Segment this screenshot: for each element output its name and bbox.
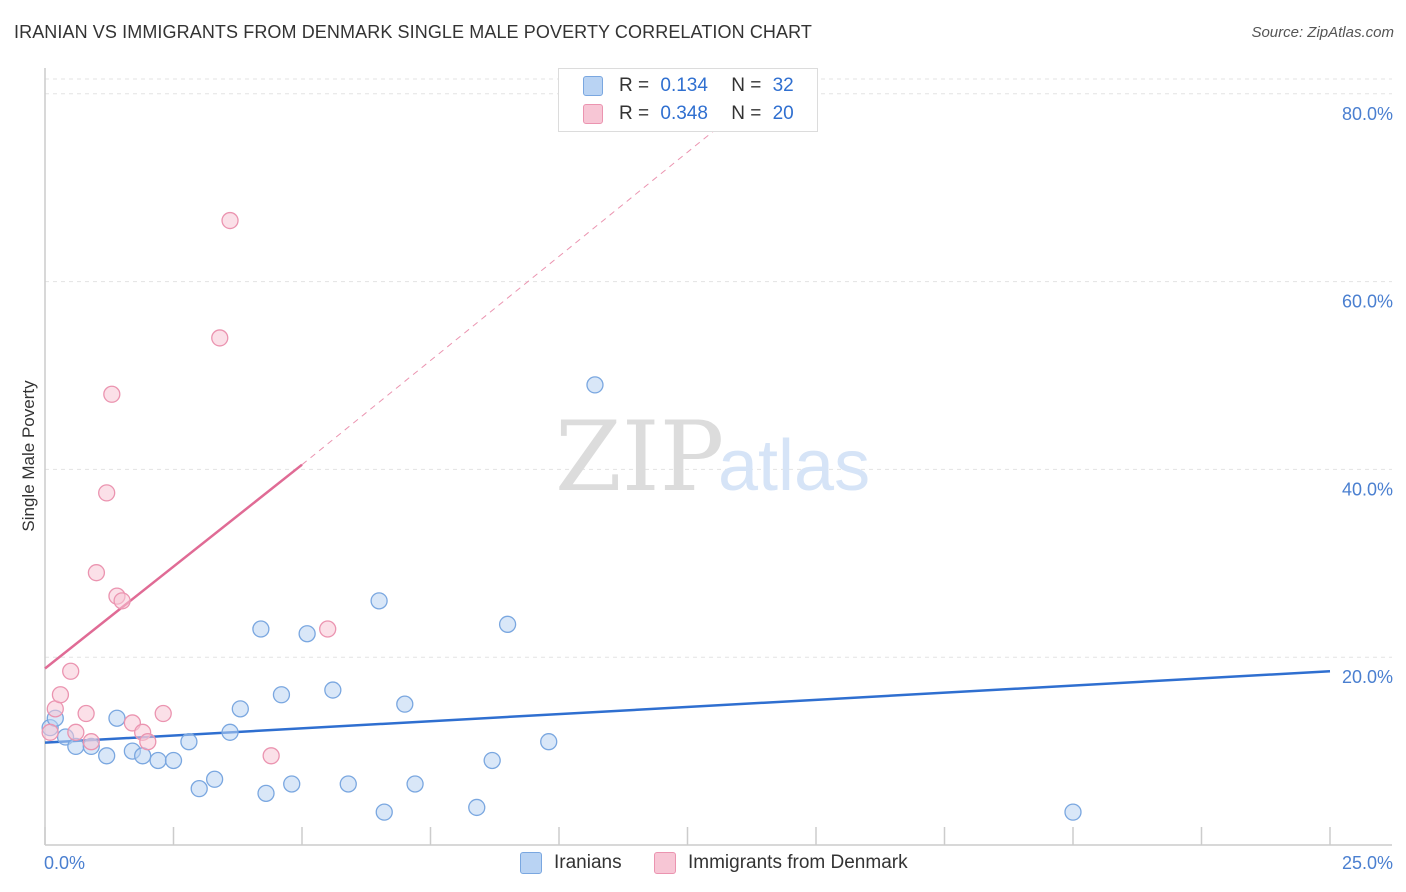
data-point-denmark (77, 704, 95, 723)
data-point-denmark (51, 686, 70, 704)
legend-stats: R = 0.134 N = 32 R = 0.348 N = 20 (558, 68, 818, 132)
data-point-denmark (319, 620, 337, 638)
watermark-atlas: atlas (718, 426, 870, 506)
legend-r-value: 0.134 (660, 75, 708, 96)
data-point-iranians (375, 803, 393, 821)
trend-line-iranians (44, 670, 1331, 744)
data-point-iranians (483, 751, 501, 770)
data-point-iranians (252, 620, 270, 638)
legend-swatch-denmark (583, 104, 603, 124)
legend-r-label: R = (619, 75, 650, 96)
data-point-iranians (98, 747, 116, 765)
y-tick-label: 40.0% (1342, 479, 1393, 499)
data-point-iranians (298, 625, 316, 643)
x-tick-label: 25.0% (1342, 853, 1393, 873)
data-point-denmark (62, 662, 80, 680)
data-point-iranians (396, 695, 414, 713)
trend-lines (44, 130, 1331, 744)
data-point-iranians (406, 775, 424, 793)
data-point-denmark (139, 733, 157, 751)
data-point-iranians (498, 615, 517, 633)
legend-item-iranians: Iranians (520, 852, 622, 874)
data-point-denmark (103, 385, 121, 403)
legend-n-value: 32 (772, 75, 794, 96)
data-points (41, 211, 1082, 821)
y-tick-label: 80.0% (1342, 104, 1393, 124)
data-point-iranians (164, 751, 183, 770)
legend-r-value: 0.348 (660, 103, 708, 124)
y-axis-label: Single Male Poverty (19, 380, 38, 532)
watermark: ZIP atlas (555, 401, 870, 513)
data-point-denmark (98, 484, 116, 502)
data-point-denmark (41, 723, 59, 741)
data-point-iranians (1064, 803, 1082, 821)
legend-n-label: N = (731, 75, 762, 96)
y-tick-label: 20.0% (1342, 667, 1393, 687)
data-point-iranians (586, 376, 604, 394)
data-point-iranians (540, 733, 558, 751)
trend-extension-denmark (301, 130, 714, 466)
data-point-iranians (205, 770, 224, 788)
legend-n-label: N = (731, 103, 762, 124)
legend-label-iranians: Iranians (554, 852, 622, 873)
legend-swatch-iranians (583, 76, 603, 96)
data-point-denmark (87, 564, 106, 582)
legend-r-label: R = (619, 103, 650, 124)
legend-item-denmark: Immigrants from Denmark (654, 852, 908, 874)
data-point-denmark (67, 723, 85, 741)
legend-n-value: 20 (772, 103, 794, 124)
data-point-iranians (272, 686, 291, 704)
grid-lines (45, 78, 1392, 658)
data-point-iranians (108, 709, 126, 727)
y-tick-label: 60.0% (1342, 292, 1393, 312)
watermark-zip: ZIP (555, 401, 724, 513)
x-tick-label: 0.0% (44, 853, 85, 873)
chart-title: IRANIAN VS IMMIGRANTS FROM DENMARK SINGL… (14, 22, 812, 42)
data-point-iranians (180, 733, 198, 751)
trend-line-denmark (44, 463, 303, 670)
data-point-denmark (211, 329, 229, 347)
data-point-denmark (262, 747, 280, 765)
data-point-denmark (82, 733, 100, 751)
data-point-iranians (221, 723, 239, 741)
data-point-iranians (257, 784, 275, 803)
legend-series: Iranians Immigrants from Denmark (0, 850, 1406, 880)
data-point-iranians (324, 681, 342, 699)
data-point-denmark (113, 592, 131, 610)
data-point-iranians (339, 775, 357, 793)
source-label: Source: ZipAtlas.com (1251, 24, 1394, 41)
data-point-iranians (149, 751, 167, 770)
axes (44, 68, 1392, 846)
legend-swatch-denmark (654, 852, 676, 874)
data-point-denmark (154, 704, 172, 723)
legend-label-denmark: Immigrants from Denmark (688, 852, 908, 873)
tick-labels: 20.0% 40.0% 60.0% 80.0% 0.0% 25.0% (44, 104, 1393, 873)
data-point-iranians (468, 798, 486, 817)
data-point-denmark (221, 211, 239, 230)
data-point-iranians (370, 592, 388, 610)
data-point-iranians (190, 780, 208, 798)
data-point-iranians (231, 700, 249, 718)
legend-swatch-iranians (520, 852, 542, 874)
data-point-iranians (283, 775, 301, 793)
